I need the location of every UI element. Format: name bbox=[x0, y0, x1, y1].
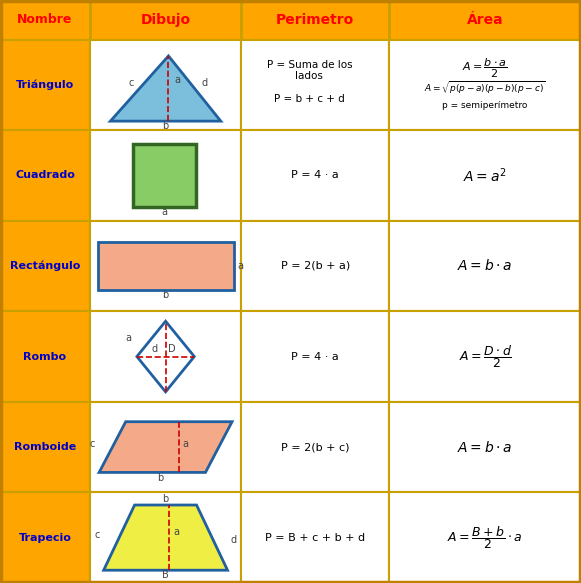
Bar bbox=[389, 40, 581, 130]
Text: b: b bbox=[163, 121, 168, 131]
Bar bbox=[90, 492, 241, 583]
Bar bbox=[389, 492, 581, 583]
Bar bbox=[90, 130, 241, 221]
Bar bbox=[389, 311, 581, 402]
Bar bbox=[90, 402, 241, 492]
Bar bbox=[0, 221, 90, 311]
Text: a: a bbox=[238, 261, 243, 271]
Text: Nombre: Nombre bbox=[17, 13, 73, 26]
Bar bbox=[241, 492, 389, 583]
Text: c: c bbox=[129, 78, 134, 87]
Text: d: d bbox=[202, 78, 208, 87]
Text: Trapecio: Trapecio bbox=[19, 533, 71, 543]
Bar bbox=[0, 402, 90, 492]
Text: P = Suma de los
lados: P = Suma de los lados bbox=[267, 59, 352, 81]
Text: Rombo: Rombo bbox=[23, 352, 67, 361]
Text: a: a bbox=[174, 75, 180, 85]
Bar bbox=[0, 130, 90, 221]
Text: Cuadrado: Cuadrado bbox=[15, 170, 75, 181]
Text: $A = \dfrac{D \cdot d}{2}$: $A = \dfrac{D \cdot d}{2}$ bbox=[458, 343, 512, 370]
Bar bbox=[241, 221, 389, 311]
Text: a: a bbox=[162, 208, 167, 217]
Polygon shape bbox=[99, 422, 232, 472]
Text: b: b bbox=[163, 290, 168, 300]
Text: p = semiperímetro: p = semiperímetro bbox=[443, 101, 528, 110]
Text: c: c bbox=[89, 439, 95, 449]
Bar bbox=[389, 130, 581, 221]
Bar bbox=[98, 243, 234, 290]
Text: P = B + c + b + d: P = B + c + b + d bbox=[265, 533, 365, 543]
Text: P = 2(b + a): P = 2(b + a) bbox=[281, 261, 350, 271]
Bar bbox=[90, 40, 241, 130]
Text: $A = \dfrac{b \cdot a}{2}$: $A = \dfrac{b \cdot a}{2}$ bbox=[462, 57, 508, 80]
Text: a: a bbox=[125, 333, 131, 343]
Text: b: b bbox=[157, 473, 163, 483]
Text: P = b + c + d: P = b + c + d bbox=[274, 94, 345, 104]
Text: Área: Área bbox=[467, 13, 504, 27]
Text: P = 4 · a: P = 4 · a bbox=[291, 170, 339, 181]
Bar bbox=[0, 492, 90, 583]
Text: B: B bbox=[162, 570, 169, 580]
Text: $A = a^2$: $A = a^2$ bbox=[463, 166, 507, 185]
Bar bbox=[389, 221, 581, 311]
Text: Perimetro: Perimetro bbox=[276, 13, 354, 27]
Bar bbox=[90, 0, 241, 40]
Bar bbox=[90, 311, 241, 402]
Text: Triángulo: Triángulo bbox=[16, 80, 74, 90]
Text: Romboide: Romboide bbox=[14, 442, 76, 452]
Text: Dibujo: Dibujo bbox=[141, 13, 191, 27]
Bar bbox=[241, 311, 389, 402]
Bar bbox=[389, 0, 581, 40]
Text: c: c bbox=[94, 529, 99, 540]
Text: P = 4 · a: P = 4 · a bbox=[291, 352, 339, 361]
Bar bbox=[389, 402, 581, 492]
Bar bbox=[241, 130, 389, 221]
Text: $A = \sqrt{p(p-a)(p-b)(p-c)}$: $A = \sqrt{p(p-a)(p-b)(p-c)}$ bbox=[424, 79, 546, 96]
Polygon shape bbox=[103, 505, 228, 570]
Text: a: a bbox=[182, 439, 188, 449]
Bar bbox=[241, 40, 389, 130]
Bar bbox=[132, 144, 196, 207]
Text: d: d bbox=[151, 345, 157, 354]
Bar bbox=[90, 221, 241, 311]
Bar bbox=[241, 0, 389, 40]
Polygon shape bbox=[110, 56, 221, 121]
Text: $A = b \cdot a$: $A = b \cdot a$ bbox=[457, 258, 513, 273]
Polygon shape bbox=[137, 321, 194, 392]
Text: Rectángulo: Rectángulo bbox=[10, 261, 80, 271]
Text: P = 2(b + c): P = 2(b + c) bbox=[281, 442, 349, 452]
Text: b: b bbox=[163, 494, 168, 504]
Text: d: d bbox=[231, 535, 236, 546]
Bar bbox=[0, 40, 90, 130]
Text: a: a bbox=[173, 526, 180, 537]
Text: D: D bbox=[168, 345, 176, 354]
Text: $A = \dfrac{B+b}{2} \cdot a$: $A = \dfrac{B+b}{2} \cdot a$ bbox=[447, 524, 523, 551]
Bar bbox=[0, 0, 90, 40]
Text: $A = b \cdot a$: $A = b \cdot a$ bbox=[457, 440, 513, 455]
Bar bbox=[0, 311, 90, 402]
Bar bbox=[241, 402, 389, 492]
